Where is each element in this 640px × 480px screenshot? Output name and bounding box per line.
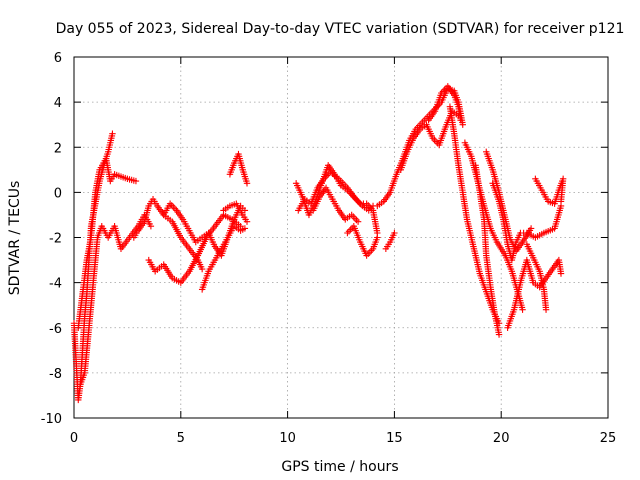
y-tick-label: -4 [49, 277, 62, 292]
series-t18 [446, 103, 503, 327]
y-tick-labels: -10 -8 -6 -4 -2 0 2 4 6 [41, 51, 62, 427]
data-point [241, 225, 249, 232]
series-t21 [483, 148, 535, 255]
series-t20 [472, 162, 503, 338]
y-tick-label: 0 [54, 186, 62, 201]
x-axis-label: GPS time / hours [281, 459, 398, 475]
grid [74, 57, 608, 418]
data-point [527, 225, 535, 232]
series-t11 [292, 162, 381, 237]
chart-title: Day 055 of 2023, Sidereal Day-to-day VTE… [56, 21, 625, 37]
x-tick-label: 0 [70, 431, 78, 446]
series-t14 [382, 229, 398, 252]
data-point [557, 198, 565, 205]
data-point [109, 130, 116, 137]
series-t5 [145, 211, 244, 286]
series-t2 [75, 155, 140, 331]
data-point [457, 116, 464, 124]
x-tick-label: 5 [177, 431, 185, 446]
series-t12 [310, 184, 362, 225]
data-point [374, 234, 381, 241]
y-tick-label: -2 [49, 232, 62, 247]
data-point [557, 270, 565, 277]
series-t17 [425, 83, 464, 124]
data-point [354, 218, 362, 225]
series-t8 [220, 200, 251, 225]
data-point [519, 306, 526, 313]
data-point [391, 229, 398, 237]
y-tick-label: 2 [54, 141, 62, 156]
data-point [132, 177, 140, 185]
series-t3 [77, 211, 155, 388]
series-t4 [130, 195, 206, 273]
data-points [70, 83, 567, 404]
data-point [542, 306, 550, 313]
data-point [495, 331, 503, 338]
x-tick-label: 20 [493, 431, 510, 446]
axis-ticks [73, 56, 609, 419]
series-t16 [397, 107, 462, 174]
y-tick-label: 6 [54, 51, 62, 66]
series-t25 [523, 241, 550, 313]
data-point [147, 223, 155, 230]
series-t13 [344, 223, 381, 259]
y-tick-label: 4 [54, 96, 62, 111]
data-point [243, 218, 251, 225]
data-point [459, 121, 466, 128]
series-t23 [504, 256, 565, 331]
x-tick-label: 25 [600, 431, 617, 446]
x-tick-label: 15 [386, 431, 403, 446]
x-tick-label: 10 [279, 431, 296, 446]
x-tick-labels: 0 5 10 15 20 25 [70, 431, 616, 446]
y-tick-label: -10 [41, 412, 62, 427]
data-point [198, 265, 206, 273]
y-tick-label: -6 [49, 322, 62, 337]
series-t24 [532, 175, 567, 207]
y-axis-label: SDTVAR / TECUs [7, 181, 23, 296]
series-t9 [226, 150, 251, 187]
y-tick-label: -8 [49, 367, 62, 382]
series-t22 [489, 180, 565, 264]
data-point [243, 180, 251, 187]
